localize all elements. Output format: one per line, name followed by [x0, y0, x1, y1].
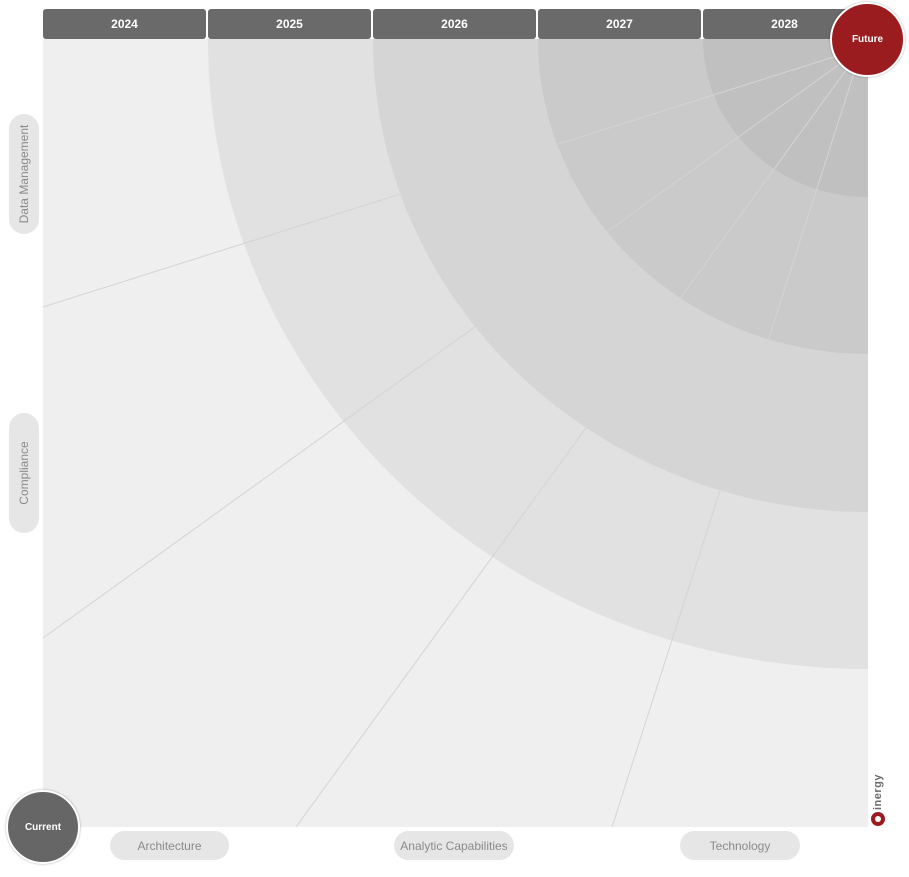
- ray-technology: [611, 47, 863, 828]
- year-rings: [208, 39, 868, 669]
- logo-text: inergy: [872, 773, 884, 811]
- year-header-2025: 2025: [208, 9, 371, 39]
- axis-label-data-management-text: Data Management: [17, 124, 31, 224]
- year-header-2026: 2026: [373, 9, 536, 39]
- axis-label-analytic-capabilities: Analytic Capabilities: [394, 831, 514, 860]
- year-header-2024: 2024: [43, 9, 206, 39]
- axis-label-architecture: Architecture: [110, 831, 229, 860]
- logo-mark-icon: [871, 812, 885, 826]
- current-marker: Current: [6, 790, 80, 864]
- axis-label-compliance-text: Compliance: [17, 441, 31, 505]
- inergy-logo: inergy: [866, 770, 890, 830]
- future-marker: Future: [830, 2, 905, 77]
- axis-label-technology: Technology: [680, 831, 800, 860]
- ray-analytic-capabilities: [295, 47, 863, 828]
- ray-data-management: [42, 47, 863, 308]
- year-header-2027: 2027: [538, 9, 701, 39]
- axis-label-data-management: Data Management: [9, 114, 39, 234]
- dimension-rays: [42, 47, 863, 828]
- ray-compliance: [42, 47, 863, 639]
- axis-label-compliance: Compliance: [9, 413, 39, 533]
